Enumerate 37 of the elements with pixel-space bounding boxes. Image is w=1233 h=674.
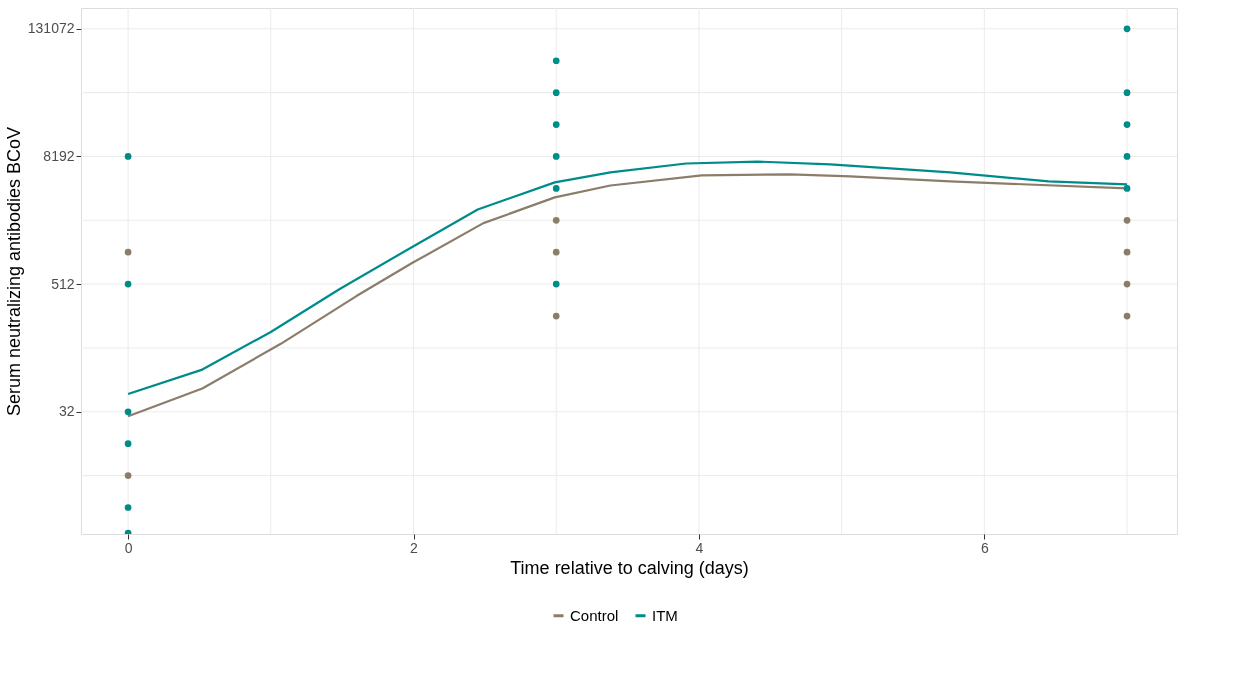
point [552, 121, 560, 128]
point [124, 504, 132, 511]
point [552, 312, 560, 320]
point [124, 248, 132, 256]
legend-label: Control [570, 606, 619, 624]
y-tick-label: 512 [51, 275, 75, 292]
x-tick-label: 2 [410, 539, 419, 556]
point [124, 472, 132, 479]
point [1123, 25, 1131, 33]
legend-label: ITM [652, 606, 678, 624]
point [552, 153, 560, 160]
point [1123, 153, 1131, 160]
point [1123, 280, 1131, 288]
point [124, 440, 132, 448]
point [552, 248, 560, 256]
point [1123, 89, 1131, 96]
point [1123, 216, 1131, 224]
y-tick-label: 32 [58, 403, 75, 420]
point [1123, 185, 1131, 192]
x-tick-label: 4 [695, 539, 704, 556]
y-tick-label: 131072 [27, 20, 75, 37]
x-axis-title: Time relative to calving (days) [510, 557, 749, 578]
point [552, 216, 560, 224]
point [552, 89, 560, 96]
point [124, 408, 132, 416]
x-tick-label: 0 [124, 539, 133, 556]
point [124, 153, 132, 160]
x-tick-label: 6 [980, 539, 989, 556]
y-tick-label: 8192 [43, 147, 75, 164]
point [1123, 248, 1131, 256]
point [552, 57, 560, 65]
point [1123, 121, 1131, 128]
point [124, 280, 132, 288]
point [552, 280, 560, 288]
y-axis-title: Serum neutralizing antibodies BCoV [3, 126, 24, 417]
point [552, 185, 560, 192]
point [1123, 312, 1131, 320]
